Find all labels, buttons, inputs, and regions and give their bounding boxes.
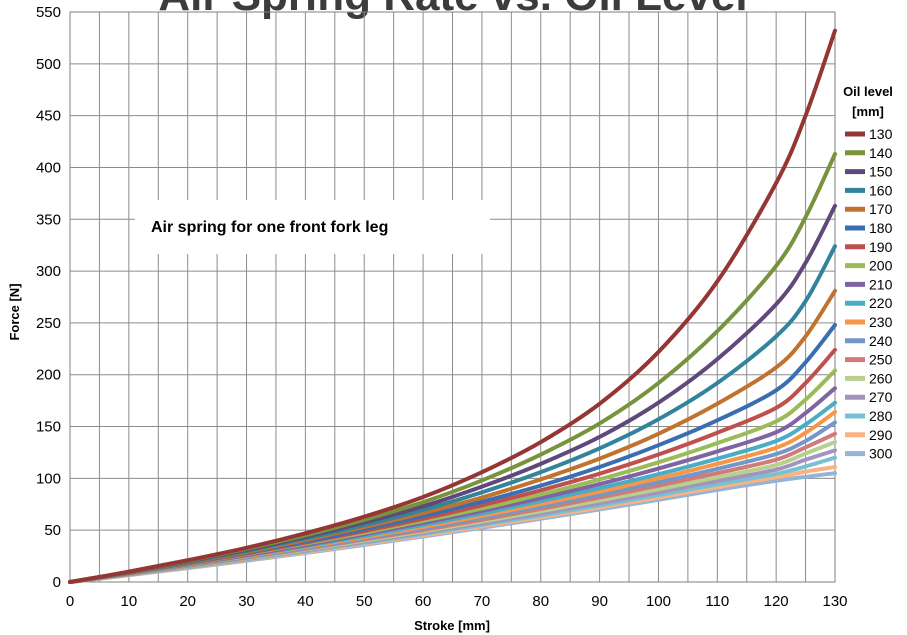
legend: Oil level [mm] 130 140 150 160 170 180 190 200 2… (843, 84, 893, 462)
legend-label-220: 220 (869, 295, 893, 311)
legend-label-290: 290 (869, 427, 893, 443)
y-tick-label: 0 (53, 574, 61, 591)
x-tick-label: 10 (121, 593, 138, 610)
legend-label-230: 230 (869, 314, 893, 330)
y-tick-label: 250 (36, 315, 61, 332)
x-tick-label: 60 (415, 593, 432, 610)
plot-area-frame (69, 11, 836, 583)
y-tick-label: 300 (36, 263, 61, 280)
legend-label-250: 250 (869, 352, 893, 368)
x-tick-label: 30 (238, 593, 255, 610)
legend-label-200: 200 (869, 258, 893, 274)
y-tick-label: 50 (44, 522, 61, 539)
legend-label-150: 150 (869, 164, 893, 180)
legend-label-130: 130 (869, 126, 893, 142)
y-tick-label: 500 (36, 56, 61, 73)
series-line-130 (68, 28, 837, 584)
legend-label-190: 190 (869, 239, 893, 255)
legend-title-line1: Oil level (843, 84, 893, 99)
legend-label-170: 170 (869, 201, 893, 217)
x-tick-label: 130 (822, 593, 847, 610)
legend-label-300: 300 (869, 446, 893, 462)
y-tick-label: 150 (36, 419, 61, 436)
x-tick-label: 0 (66, 593, 74, 610)
y-axis-title: Force [N] (7, 283, 22, 340)
y-tick-label: 400 (36, 159, 61, 176)
x-tick-label: 80 (532, 593, 549, 610)
x-tick-label: 120 (764, 593, 789, 610)
legend-label-180: 180 (869, 220, 893, 236)
y-tick-label: 200 (36, 367, 61, 384)
legend-label-280: 280 (869, 408, 893, 424)
x-axis-title: Stroke [mm] (414, 618, 490, 633)
x-tick-label: 110 (705, 593, 729, 610)
x-tick-label: 40 (297, 593, 314, 610)
y-tick-label: 550 (36, 4, 61, 21)
x-tick-label: 50 (356, 593, 373, 610)
annotation-box: Air spring for one front fork leg (135, 200, 490, 254)
annotation-background (135, 200, 490, 254)
series-lines (68, 28, 837, 584)
legend-label-210: 210 (869, 276, 893, 292)
legend-title-line2: [mm] (852, 104, 884, 119)
legend-label-160: 160 (869, 182, 893, 198)
x-tick-label: 100 (646, 593, 671, 610)
y-tick-label: 350 (36, 211, 61, 228)
x-tick-label: 70 (474, 593, 491, 610)
legend-label-270: 270 (869, 389, 893, 405)
x-axis-ticks: 0 10 20 30 40 50 60 70 80 90 100 110 120 130 (66, 593, 848, 610)
y-axis-ticks: 0 50 100 150 200 250 300 350 400 450 500 550 (36, 4, 61, 591)
x-tick-label: 90 (591, 593, 608, 610)
legend-label-140: 140 (869, 145, 893, 161)
annotation-text: Air spring for one front fork leg (151, 219, 388, 236)
x-tick-label: 20 (179, 593, 196, 610)
y-tick-label: 100 (36, 470, 61, 487)
legend-label-260: 260 (869, 370, 893, 386)
y-tick-label: 450 (36, 108, 61, 125)
legend-label-240: 240 (869, 333, 893, 349)
